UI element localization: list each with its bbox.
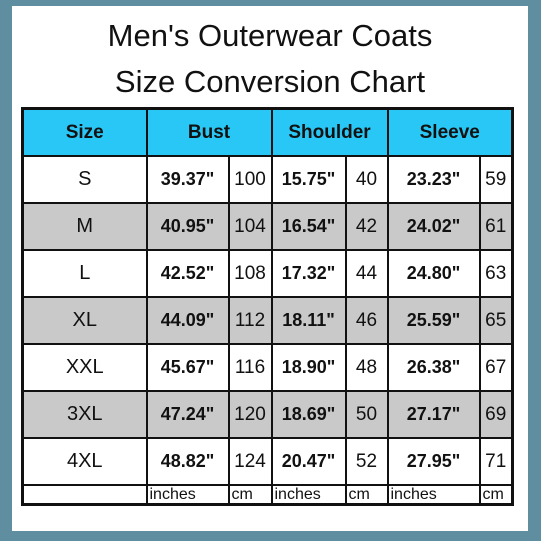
shoulder-inches-cell: 15.75" bbox=[270, 155, 347, 204]
bust-cm-cell: 124 bbox=[227, 437, 273, 486]
sleeve-cm-unit: cm bbox=[478, 484, 514, 506]
header-shoulder: Shoulder bbox=[270, 107, 389, 157]
chart-title-line2: Size Conversion Chart bbox=[114, 64, 426, 99]
table-row: M 40.95" 104 16.54" 42 24.02" 61 bbox=[21, 202, 514, 251]
sleeve-inches-cell: 23.23" bbox=[386, 155, 481, 204]
table-row: 3XL 47.24" 120 18.69" 50 27.17" 69 bbox=[21, 390, 514, 439]
sleeve-inches-cell: 24.02" bbox=[386, 202, 481, 251]
bust-inches-cell: 47.24" bbox=[145, 390, 230, 439]
sleeve-cm-cell: 59 bbox=[478, 155, 514, 204]
sleeve-cm-cell: 69 bbox=[478, 390, 514, 439]
bust-cm-cell: 116 bbox=[227, 343, 273, 392]
shoulder-cm-cell: 52 bbox=[344, 437, 389, 486]
table-row: 4XL 48.82" 124 20.47" 52 27.95" 71 bbox=[21, 437, 514, 486]
bust-inches-cell: 39.37" bbox=[145, 155, 230, 204]
sleeve-inches-cell: 24.80" bbox=[386, 249, 481, 298]
bust-inches-cell: 40.95" bbox=[145, 202, 230, 251]
table-row: S 39.37" 100 15.75" 40 23.23" 59 bbox=[21, 155, 514, 204]
shoulder-cm-cell: 50 bbox=[344, 390, 389, 439]
sleeve-cm-cell: 65 bbox=[478, 296, 514, 345]
size-cell: 4XL bbox=[21, 437, 148, 486]
table-row: XXL 45.67" 116 18.90" 48 26.38" 67 bbox=[21, 343, 514, 392]
sleeve-inches-unit: inches bbox=[386, 484, 481, 506]
shoulder-cm-cell: 42 bbox=[344, 202, 389, 251]
bust-cm-cell: 100 bbox=[227, 155, 273, 204]
shoulder-inches-cell: 18.90" bbox=[270, 343, 347, 392]
bust-cm-cell: 104 bbox=[227, 202, 273, 251]
sleeve-cm-cell: 67 bbox=[478, 343, 514, 392]
shoulder-cm-cell: 46 bbox=[344, 296, 389, 345]
bust-inches-unit: inches bbox=[145, 484, 230, 506]
sleeve-inches-cell: 27.17" bbox=[386, 390, 481, 439]
bust-cm-cell: 112 bbox=[227, 296, 273, 345]
size-chart-card: Men's Outerwear Coats Size Conversion Ch… bbox=[12, 6, 528, 531]
shoulder-inches-cell: 16.54" bbox=[270, 202, 347, 251]
sleeve-cm-cell: 63 bbox=[478, 249, 514, 298]
table-row: L 42.52" 108 17.32" 44 24.80" 63 bbox=[21, 249, 514, 298]
bust-cm-cell: 120 bbox=[227, 390, 273, 439]
bust-cm-cell: 108 bbox=[227, 249, 273, 298]
bust-inches-cell: 44.09" bbox=[145, 296, 230, 345]
shoulder-cm-unit: cm bbox=[344, 484, 389, 506]
sleeve-cm-cell: 61 bbox=[478, 202, 514, 251]
bust-cm-unit: cm bbox=[227, 484, 273, 506]
header-bust: Bust bbox=[145, 107, 273, 157]
table-row: XL 44.09" 112 18.11" 46 25.59" 65 bbox=[21, 296, 514, 345]
size-table: Size Bust Shoulder Sleeve S 39.37" 100 1… bbox=[21, 107, 514, 506]
size-cell: L bbox=[21, 249, 148, 298]
header-size: Size bbox=[21, 107, 148, 157]
size-cell: M bbox=[21, 202, 148, 251]
shoulder-inches-cell: 18.69" bbox=[270, 390, 347, 439]
size-cell: S bbox=[21, 155, 148, 204]
sleeve-cm-cell: 71 bbox=[478, 437, 514, 486]
size-cell: XXL bbox=[21, 343, 148, 392]
sleeve-inches-cell: 26.38" bbox=[386, 343, 481, 392]
shoulder-inches-cell: 17.32" bbox=[270, 249, 347, 298]
bust-inches-cell: 48.82" bbox=[145, 437, 230, 486]
shoulder-inches-unit: inches bbox=[270, 484, 347, 506]
header-row: Size Bust Shoulder Sleeve bbox=[21, 107, 514, 157]
size-cell: XL bbox=[21, 296, 148, 345]
shoulder-cm-cell: 48 bbox=[344, 343, 389, 392]
bust-inches-cell: 45.67" bbox=[145, 343, 230, 392]
shoulder-inches-cell: 20.47" bbox=[270, 437, 347, 486]
sleeve-inches-cell: 27.95" bbox=[386, 437, 481, 486]
bust-inches-cell: 42.52" bbox=[145, 249, 230, 298]
units-blank-cell bbox=[21, 484, 148, 506]
sleeve-inches-cell: 25.59" bbox=[386, 296, 481, 345]
chart-title-line1: Men's Outerwear Coats bbox=[107, 18, 433, 53]
shoulder-cm-cell: 44 bbox=[344, 249, 389, 298]
shoulder-inches-cell: 18.11" bbox=[270, 296, 347, 345]
header-sleeve: Sleeve bbox=[386, 107, 514, 157]
size-cell: 3XL bbox=[21, 390, 148, 439]
units-row: inches cm inches cm inches cm bbox=[21, 484, 514, 506]
shoulder-cm-cell: 40 bbox=[344, 155, 389, 204]
